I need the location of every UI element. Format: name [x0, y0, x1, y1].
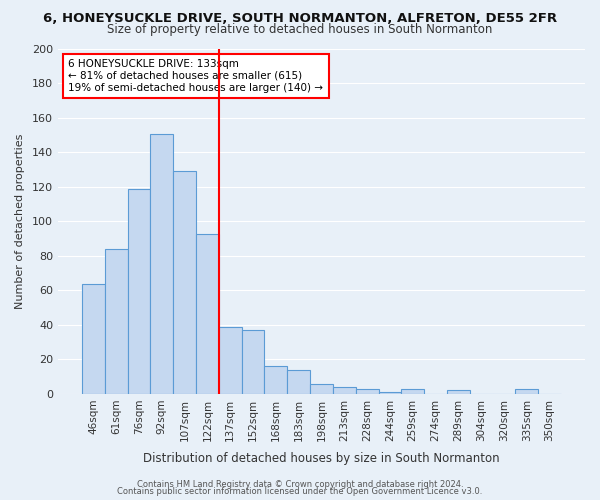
X-axis label: Distribution of detached houses by size in South Normanton: Distribution of detached houses by size …	[143, 452, 500, 465]
Bar	[82, 284, 105, 394]
Bar	[105, 249, 128, 394]
Bar	[515, 388, 538, 394]
Bar	[219, 326, 242, 394]
Bar	[356, 388, 379, 394]
Bar	[151, 134, 173, 394]
Bar	[173, 172, 196, 394]
Bar	[447, 390, 470, 394]
Bar	[287, 370, 310, 394]
Text: Contains public sector information licensed under the Open Government Licence v3: Contains public sector information licen…	[118, 487, 482, 496]
Bar	[333, 387, 356, 394]
Bar	[265, 366, 287, 394]
Bar	[379, 392, 401, 394]
Bar	[401, 388, 424, 394]
Text: 6 HONEYSUCKLE DRIVE: 133sqm
← 81% of detached houses are smaller (615)
19% of se: 6 HONEYSUCKLE DRIVE: 133sqm ← 81% of det…	[68, 60, 323, 92]
Y-axis label: Number of detached properties: Number of detached properties	[15, 134, 25, 309]
Bar	[242, 330, 265, 394]
Text: 6, HONEYSUCKLE DRIVE, SOUTH NORMANTON, ALFRETON, DE55 2FR: 6, HONEYSUCKLE DRIVE, SOUTH NORMANTON, A…	[43, 12, 557, 26]
Bar	[196, 234, 219, 394]
Bar	[128, 188, 151, 394]
Bar	[310, 384, 333, 394]
Text: Size of property relative to detached houses in South Normanton: Size of property relative to detached ho…	[107, 22, 493, 36]
Text: Contains HM Land Registry data © Crown copyright and database right 2024.: Contains HM Land Registry data © Crown c…	[137, 480, 463, 489]
